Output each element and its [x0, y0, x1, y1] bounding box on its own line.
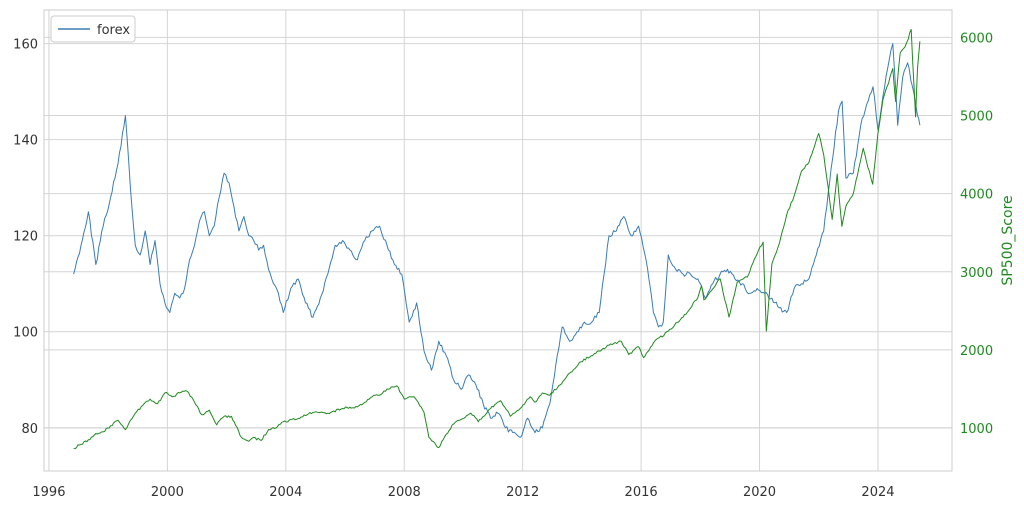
y-axis-left: 80 100 120 140 160 [13, 38, 38, 437]
x-tick-label: 2008 [388, 485, 421, 500]
y-tick-label: 100 [13, 326, 38, 341]
legend-box [50, 15, 136, 43]
series-line-forex [73, 43, 921, 438]
grid [44, 10, 952, 471]
y2-tick-label: 2000 [960, 344, 993, 359]
series-line-sp500-score [73, 29, 921, 450]
y-tick-label: 160 [13, 38, 38, 53]
y-tick-label: 140 [13, 134, 38, 149]
y2-tick-label: 5000 [960, 109, 993, 124]
x-tick-label: 2024 [861, 485, 894, 500]
legend: forex [50, 15, 136, 43]
plot-border [43, 9, 953, 472]
y2-tick-label: 1000 [960, 422, 993, 437]
series [73, 29, 921, 450]
y2-axis-title: SP500_Score [1000, 195, 1016, 285]
plot-frame [43, 9, 953, 472]
x-tick-label: 2000 [151, 485, 184, 500]
y2-tick-label: 3000 [960, 266, 993, 281]
x-tick-label: 2016 [625, 485, 658, 500]
legend-label-forex: forex [97, 23, 130, 38]
y2-tick-label: 6000 [960, 31, 993, 46]
y2-tick-label: 4000 [960, 188, 993, 203]
x-tick-label: 2004 [269, 485, 302, 500]
y-tick-label: 120 [13, 230, 38, 245]
x-tick-label: 2020 [743, 485, 776, 500]
y-axis-right: 1000 2000 3000 4000 5000 6000 [960, 31, 993, 437]
y-tick-label: 80 [21, 422, 38, 437]
x-tick-label: 1996 [32, 485, 65, 500]
x-axis: 1996 2000 2004 2008 2012 2016 2020 2024 [32, 485, 894, 500]
x-tick-label: 2012 [506, 485, 539, 500]
